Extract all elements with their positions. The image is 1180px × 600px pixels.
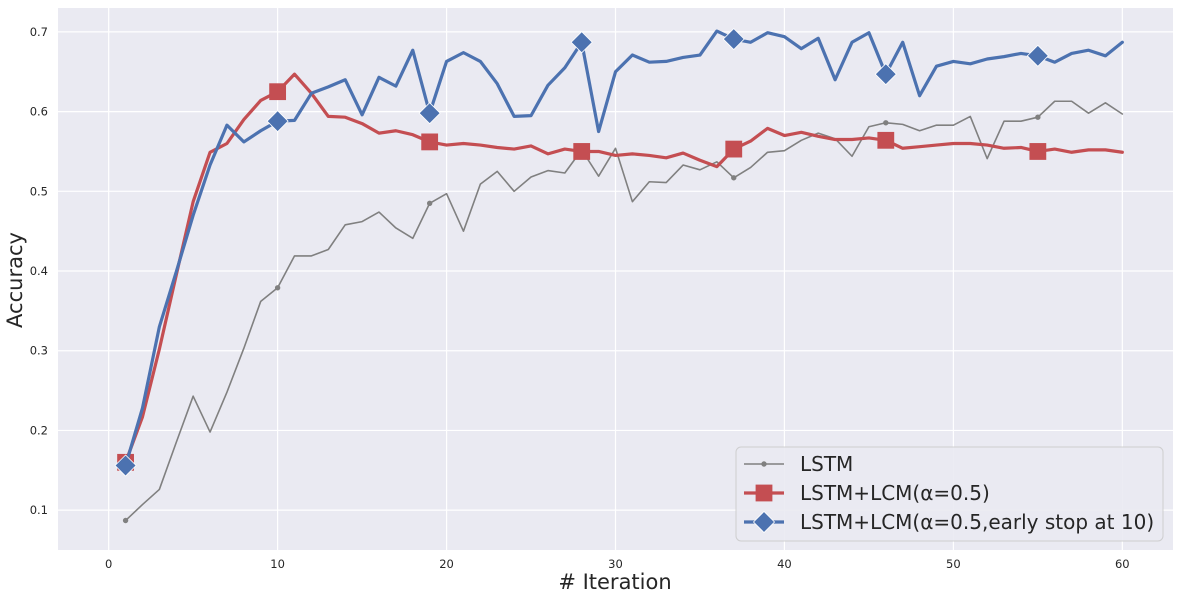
y-tick-label: 0.2 bbox=[30, 423, 48, 437]
y-axis-ticks: 0.1 0.2 0.3 0.4 0.5 0.6 0.7 bbox=[30, 25, 48, 517]
x-tick-label: 50 bbox=[946, 557, 961, 571]
series-2-point bbox=[725, 140, 743, 158]
y-axis-title: Accuracy bbox=[3, 232, 27, 328]
x-tick-label: 20 bbox=[439, 557, 454, 571]
series-3-point bbox=[1026, 44, 1049, 67]
legend-box bbox=[735, 446, 1164, 542]
x-tick-label: 60 bbox=[1115, 557, 1130, 571]
series-3-point bbox=[570, 31, 593, 54]
series-1-point bbox=[731, 175, 737, 181]
series-2-point bbox=[1029, 143, 1047, 160]
series-1 bbox=[122, 100, 1124, 524]
series-layer bbox=[114, 28, 1124, 524]
series-2 bbox=[117, 72, 1124, 471]
series-3-point bbox=[266, 110, 289, 133]
series-3 bbox=[114, 28, 1124, 477]
series-3-point bbox=[418, 102, 441, 125]
x-axis-ticks: 0 10 20 30 40 50 60 bbox=[105, 557, 1130, 571]
series-1-point bbox=[122, 517, 129, 524]
series-2-point bbox=[573, 143, 591, 160]
y-tick-label: 0.7 bbox=[30, 25, 48, 39]
series-1-point bbox=[883, 120, 889, 126]
y-tick-label: 0.4 bbox=[30, 264, 48, 278]
y-tick-label: 0.6 bbox=[30, 105, 48, 119]
series-3-point bbox=[874, 63, 897, 86]
series-2-point bbox=[421, 133, 439, 151]
grid-lines bbox=[58, 8, 1173, 550]
x-axis-title: # Iteration bbox=[558, 570, 671, 594]
y-tick-label: 0.3 bbox=[30, 344, 48, 358]
legend-marker-1 bbox=[761, 461, 767, 467]
series-3-point bbox=[722, 28, 745, 51]
legend-label-1: LSTM bbox=[800, 452, 853, 476]
series-1-line bbox=[124, 100, 1124, 522]
series-1-point bbox=[1035, 114, 1041, 120]
x-tick-label: 0 bbox=[105, 557, 112, 571]
y-tick-label: 0.1 bbox=[30, 503, 48, 517]
legend-label-3: LSTM+LCM(α=0.5,early stop at 10) bbox=[800, 510, 1154, 534]
x-tick-label: 30 bbox=[608, 557, 623, 571]
series-1-point bbox=[274, 285, 281, 291]
legend-label-2: LSTM+LCM(α=0.5) bbox=[800, 481, 990, 505]
legend-marker-3 bbox=[752, 510, 776, 534]
series-1-point bbox=[426, 200, 433, 206]
series-2-point bbox=[269, 83, 287, 101]
series-3-line bbox=[123, 29, 1124, 468]
series-2-line bbox=[123, 72, 1124, 464]
y-tick-label: 0.5 bbox=[30, 184, 48, 198]
series-2-point bbox=[877, 131, 895, 149]
legend-marker-2 bbox=[755, 484, 773, 502]
series-3-point bbox=[114, 454, 137, 477]
legend: LSTM LSTM+LCM(α=0.5) LSTM+LCM(α=0.5,early … bbox=[735, 446, 1164, 542]
x-tick-label: 10 bbox=[270, 557, 285, 571]
x-tick-label: 40 bbox=[777, 557, 792, 571]
